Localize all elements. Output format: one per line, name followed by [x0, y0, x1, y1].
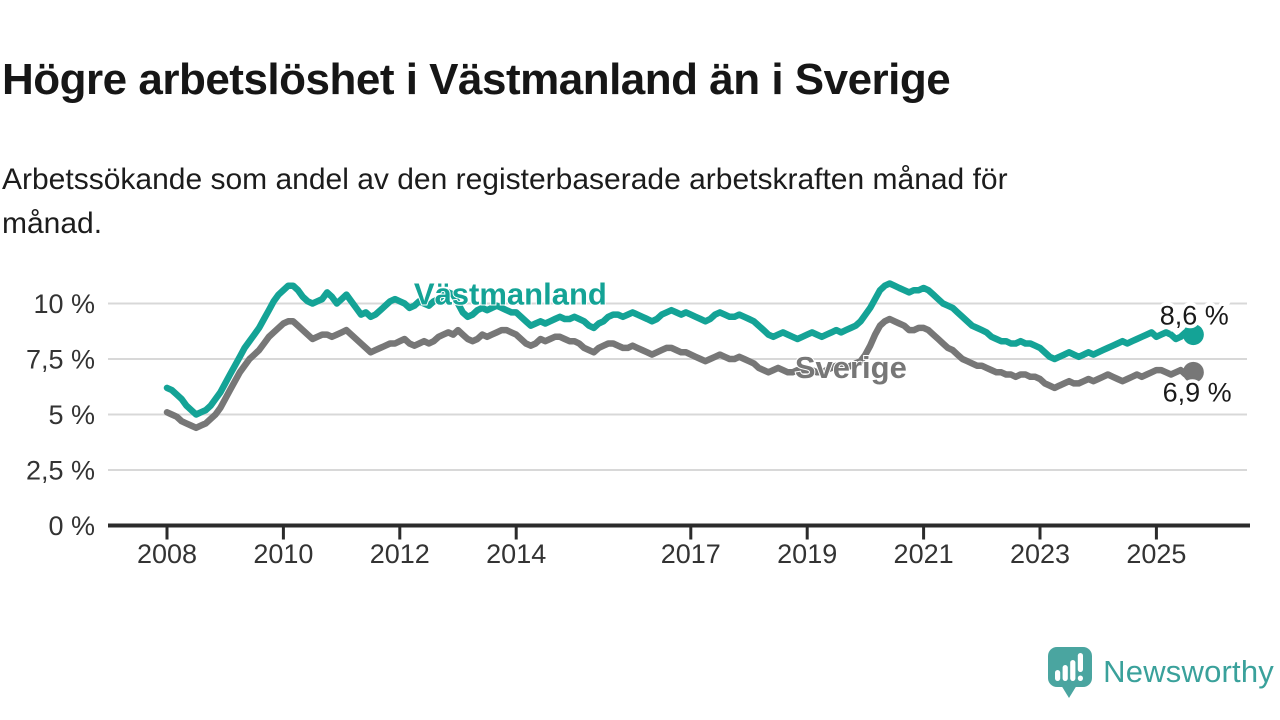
x-tick-label: 2017 [661, 539, 721, 569]
newsworthy-logo: Newsworthy [1046, 646, 1274, 698]
x-tick-label: 2023 [1010, 539, 1070, 569]
x-tick-label: 2025 [1126, 539, 1186, 569]
series-name-label-västmanland: Västmanland [414, 277, 607, 312]
series-end-dot-västmanland [1182, 324, 1204, 346]
newsworthy-wordmark: Newsworthy [1103, 654, 1274, 689]
series-name-label-sverige: Sverige [795, 350, 907, 385]
series-end-value-label-sverige: 6,9 % [1163, 377, 1232, 407]
x-tick-label: 2008 [137, 539, 197, 569]
x-tick-label: 2010 [253, 539, 313, 569]
series-line-västmanland [163, 280, 1194, 418]
newsworthy-bubble-icon [1048, 647, 1093, 698]
x-tick-label: 2021 [894, 539, 954, 569]
y-tick-label: 0 % [48, 511, 95, 541]
x-tick-label: 2012 [370, 539, 430, 569]
y-tick-label: 7,5 % [26, 345, 95, 375]
series-end-value-label-västmanland: 8,6 % [1160, 301, 1229, 331]
y-tick-label: 5 % [48, 400, 95, 430]
page-title: Högre arbetslöshet i Västmanland än i Sv… [2, 55, 951, 105]
subtitle-line-1: Arbetssökande som andel av den registerb… [2, 163, 1008, 196]
y-tick-label: 10 % [33, 289, 95, 319]
series-line-sverige [163, 315, 1194, 432]
subtitle-line-2: månad. [2, 206, 103, 240]
x-tick-label: 2014 [486, 539, 546, 569]
chart-subtitle: Arbetssökande som andel av den registerb… [2, 158, 1202, 245]
y-tick-label: 2,5 % [26, 456, 95, 486]
series-end-dot-sverige [1182, 361, 1204, 383]
x-tick-label: 2019 [777, 539, 837, 569]
